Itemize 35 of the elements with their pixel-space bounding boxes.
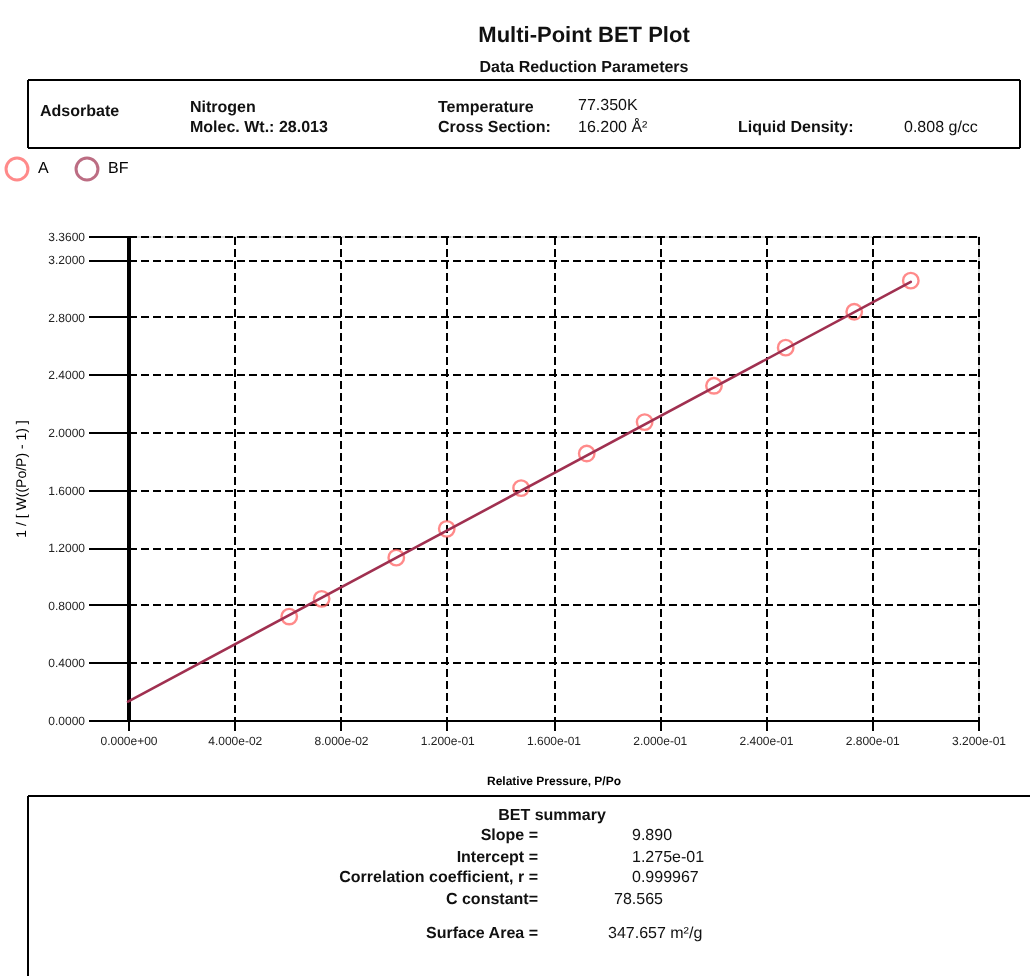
point xyxy=(312,589,331,608)
text: Intercept = xyxy=(456,848,539,866)
text: 0.808 g/cc xyxy=(904,118,978,136)
text: Nitrogen xyxy=(190,98,256,116)
text: Correlation coefficient, r = xyxy=(339,868,539,886)
legend-label: BF xyxy=(108,159,129,178)
point xyxy=(635,413,654,432)
point xyxy=(901,271,920,290)
point xyxy=(577,444,596,463)
text: 347.657 m²/g xyxy=(608,924,703,942)
text: BET summary xyxy=(498,806,607,824)
text: Molec. Wt.: 28.013 xyxy=(190,118,329,136)
text: 0.999967 xyxy=(632,868,700,886)
point xyxy=(280,607,299,626)
text: Liquid Density: xyxy=(738,118,854,136)
point xyxy=(387,548,406,567)
point xyxy=(437,519,456,538)
point xyxy=(845,302,864,321)
text: Slope = xyxy=(480,826,539,844)
text: Temperature xyxy=(438,98,535,116)
text: Surface Area = xyxy=(426,924,539,942)
point xyxy=(776,338,795,357)
text: Data Reduction Parameters xyxy=(479,58,690,76)
chart-title: Multi-Point BET Plot xyxy=(478,24,691,48)
text: 16.200 Å² xyxy=(578,118,649,136)
text: Adsorbate xyxy=(40,102,121,120)
text: Cross Section: xyxy=(438,118,551,136)
point xyxy=(512,479,531,498)
text: 78.565 xyxy=(614,890,665,908)
text: 9.890 xyxy=(632,826,674,844)
text: C constant= xyxy=(445,890,539,908)
point xyxy=(705,376,723,395)
legend-label: A xyxy=(38,159,50,178)
text: 77.350K xyxy=(578,96,639,114)
text: 1.275e-01 xyxy=(632,848,706,866)
